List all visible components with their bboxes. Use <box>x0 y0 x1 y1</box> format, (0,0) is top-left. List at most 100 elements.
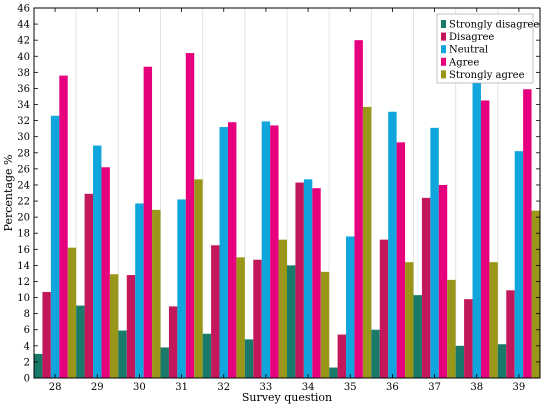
legend-label: Strongly disagree <box>449 20 539 31</box>
y-tick-label: 12 <box>17 277 30 288</box>
x-tick-label: 35 <box>344 382 357 393</box>
bar <box>135 203 144 378</box>
bar <box>194 179 203 378</box>
bar <box>455 345 465 378</box>
legend-box <box>436 13 534 84</box>
x-tick-label: 30 <box>133 382 146 393</box>
bar <box>362 106 372 379</box>
bar <box>160 347 169 378</box>
y-tick-label: 38 <box>17 68 30 79</box>
bar <box>50 115 60 378</box>
bar <box>295 182 304 378</box>
bar <box>177 199 186 378</box>
bar <box>396 142 406 378</box>
bar <box>430 127 439 378</box>
x-tick-label: 29 <box>91 382 104 393</box>
bar <box>168 306 178 378</box>
y-tick-label: 34 <box>17 100 30 111</box>
x-tick-label: 34 <box>302 382 315 393</box>
bar <box>236 257 245 378</box>
legend-label: Neutral <box>449 45 488 56</box>
bar <box>413 295 422 378</box>
bar <box>379 239 389 378</box>
x-axis-label: Survey question <box>242 391 332 404</box>
legend-swatch <box>441 70 446 79</box>
bar <box>514 151 524 378</box>
y-axis-ticks: 0246810121416182022242628303234363840424… <box>17 4 540 385</box>
bar <box>76 305 85 378</box>
x-tick-label: 38 <box>470 382 483 393</box>
bar <box>421 197 431 378</box>
bar <box>320 271 330 378</box>
bar <box>101 167 110 378</box>
legend-label: Strongly agree <box>449 70 525 81</box>
y-tick-label: 26 <box>17 164 30 175</box>
bar <box>287 265 296 378</box>
bar <box>261 121 271 378</box>
bar <box>472 77 481 378</box>
bar <box>59 75 68 378</box>
y-tick-label: 20 <box>17 213 30 224</box>
y-tick-label: 40 <box>17 52 30 63</box>
bar <box>346 236 355 378</box>
y-tick-label: 18 <box>17 229 30 240</box>
x-axis-ticks: 28 29 30 31 32 33 34 35 36 37 38 39 <box>49 8 526 393</box>
y-tick-label: 16 <box>17 245 30 256</box>
bar <box>405 262 414 378</box>
x-tick-label: 32 <box>217 382 230 393</box>
bar <box>329 367 338 378</box>
bar <box>152 209 161 378</box>
bar <box>278 239 287 378</box>
bar <box>497 344 507 378</box>
y-tick-label: 32 <box>17 116 30 127</box>
x-tick-label: 39 <box>513 382 526 393</box>
bar <box>126 275 136 378</box>
bar <box>388 111 397 378</box>
bar <box>227 122 237 378</box>
bar <box>506 290 515 378</box>
x-tick-label: 36 <box>386 382 399 393</box>
bar <box>337 334 347 378</box>
legend-label: Disagree <box>449 32 494 43</box>
x-tick-label: 37 <box>428 382 441 393</box>
bar <box>489 262 498 378</box>
bar <box>67 247 77 378</box>
y-tick-label: 30 <box>17 132 30 143</box>
y-tick-label: 22 <box>17 197 30 208</box>
bars <box>34 40 540 379</box>
legend-swatch <box>441 20 446 28</box>
plot-frame <box>33 7 541 379</box>
x-tick-label: 33 <box>260 382 273 393</box>
bar <box>312 188 321 378</box>
y-axis-label: Percentage % <box>2 155 15 232</box>
y-tick-label: 24 <box>17 180 30 191</box>
y-tick-label: 2 <box>24 357 30 368</box>
y-tick-label: 44 <box>17 20 30 31</box>
bar <box>34 353 43 378</box>
bar <box>202 333 212 378</box>
x-tick-label: 28 <box>49 382 62 393</box>
bar <box>143 66 153 378</box>
bar <box>93 145 102 378</box>
y-tick-label: 14 <box>17 261 30 272</box>
bar <box>438 184 448 378</box>
bar <box>109 274 119 378</box>
bar <box>531 210 540 378</box>
x-tick-label: 31 <box>175 382 188 393</box>
y-tick-label: 8 <box>24 309 30 320</box>
bar <box>447 279 456 378</box>
y-tick-label: 36 <box>17 84 30 95</box>
bar <box>303 179 313 378</box>
y-tick-label: 28 <box>17 148 30 159</box>
bar <box>84 193 94 378</box>
legend-swatch <box>441 45 446 54</box>
y-tick-label: 46 <box>17 4 30 15</box>
bar <box>211 245 220 378</box>
bar <box>464 299 473 378</box>
bar <box>354 40 363 379</box>
bar <box>270 125 279 379</box>
legend-swatch <box>441 32 446 41</box>
bar <box>253 259 262 378</box>
